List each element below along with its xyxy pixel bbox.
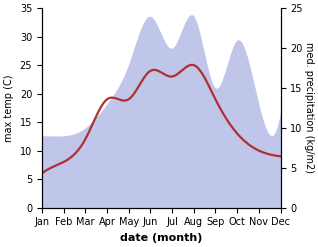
Y-axis label: med. precipitation (kg/m2): med. precipitation (kg/m2) bbox=[304, 42, 314, 173]
Y-axis label: max temp (C): max temp (C) bbox=[4, 74, 14, 142]
X-axis label: date (month): date (month) bbox=[120, 233, 203, 243]
